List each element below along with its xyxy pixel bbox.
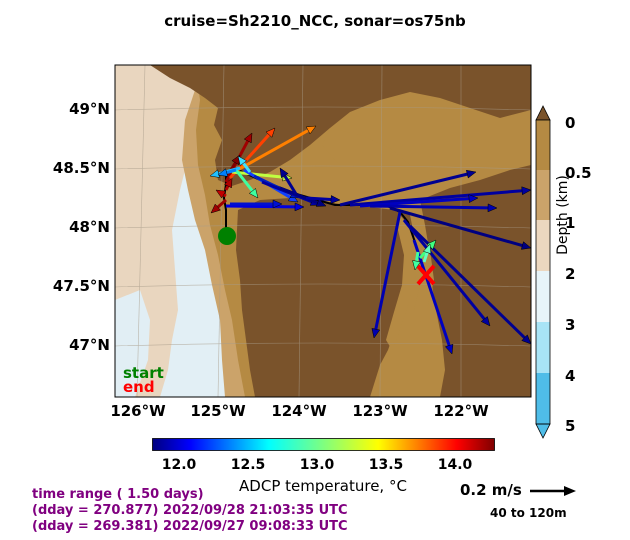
depth-bin — [536, 322, 550, 373]
depth-tick: 5 — [565, 417, 576, 435]
velocity-vector — [349, 189, 523, 207]
velocity-vector — [231, 170, 284, 179]
velocity-vector-head — [294, 202, 305, 212]
velocity-vector-head — [487, 203, 498, 213]
velocity-vector — [226, 168, 237, 175]
velocity-vector-head — [248, 188, 259, 199]
velocity-vector — [283, 174, 298, 195]
depth-tick: 0.5 — [565, 164, 592, 182]
temp-tick: 13.0 — [299, 457, 335, 473]
strait-of-georgia — [322, 128, 425, 203]
start-label: start — [123, 364, 164, 382]
end-time: (dday = 270.877) 2022/09/28 21:03:35 UTC — [32, 503, 348, 518]
velocity-vector-head — [520, 241, 531, 250]
velocity-vector — [402, 219, 486, 320]
depth-bin — [536, 120, 550, 170]
lon-label: 122°W — [433, 402, 489, 420]
velocity-vector-head — [412, 260, 421, 271]
temp-tick: 12.5 — [230, 457, 266, 473]
vancouver-island — [150, 65, 531, 186]
velocity-vector-head — [330, 195, 341, 204]
velocity-vector-head — [209, 169, 221, 178]
depth-bin — [536, 271, 550, 322]
depth-colorbar-frame — [535, 119, 551, 425]
velocity-vector-head — [217, 168, 229, 177]
depth-tick: 1 — [565, 214, 576, 232]
depth-tick: 0 — [565, 114, 576, 132]
lat-label: 49°N — [69, 100, 110, 118]
velocity-vector — [305, 196, 332, 201]
scale-arrow — [530, 486, 576, 496]
scale-label: 0.2 m/s — [460, 481, 522, 499]
lat-label: 47°N — [69, 336, 110, 354]
temp-tick: 14.0 — [437, 457, 473, 473]
velocity-vector — [242, 162, 252, 173]
velocity-vector — [216, 198, 227, 209]
velocity-vector-head — [371, 328, 381, 339]
velocity-vector-head — [521, 334, 531, 345]
velocity-vector-head — [305, 125, 317, 135]
velocity-vector — [234, 169, 254, 192]
lat-label: 47.5°N — [52, 277, 110, 295]
start-time: (dday = 269.381) 2022/09/27 09:08:33 UTC — [32, 519, 348, 534]
depth-colorbar-label: Depth (km) — [555, 175, 571, 255]
lat-label: 48°N — [69, 218, 110, 236]
depth-colorbar — [535, 105, 551, 439]
lat-label: 48.5°N — [52, 159, 110, 177]
velocity-vector-head — [521, 186, 531, 196]
velocity-vector — [339, 172, 468, 207]
velocity-vector-head — [315, 198, 327, 207]
ocean-deepest — [115, 290, 150, 397]
depth-colorbar-bottom — [535, 423, 551, 439]
velocity-vector — [279, 186, 319, 205]
lon-label: 125°W — [190, 402, 246, 420]
velocity-vector — [389, 206, 523, 247]
velocity-vector — [224, 185, 230, 191]
end-label: end — [123, 378, 155, 396]
map-frame — [114, 64, 532, 398]
velocity-vector-head — [468, 194, 479, 204]
velocity-vector — [374, 211, 402, 330]
olympic-peninsula — [236, 198, 415, 397]
velocity-vector-head — [237, 155, 248, 167]
velocity-vector-head — [444, 343, 454, 355]
velocity-vector-head — [480, 316, 491, 327]
velocity-vector — [225, 204, 296, 209]
end-marker — [416, 264, 436, 286]
velocity-vector — [414, 251, 420, 262]
temp-colorbar-label: ADCP temperature, °C — [239, 477, 407, 495]
depth-tick: 4 — [565, 367, 576, 385]
temp-tick: 12.0 — [161, 457, 197, 473]
plot-title: cruise=Sh2210_NCC, sonar=os75nb — [164, 12, 466, 30]
velocity-vector — [222, 193, 227, 198]
temp-colorbar — [152, 438, 495, 451]
depth-tick: 2 — [565, 265, 576, 283]
velocity-vector-head — [465, 169, 477, 179]
depth-bin — [536, 220, 550, 271]
velocity-vector — [369, 204, 489, 210]
depth-bin — [536, 170, 550, 220]
velocity-vector-head — [272, 199, 283, 209]
depth-bin — [536, 373, 550, 424]
lon-label: 123°W — [352, 402, 408, 420]
velocity-vectors — [209, 125, 531, 355]
puget-sound — [386, 215, 418, 350]
velocity-vector-head — [279, 167, 289, 179]
time-range: time range ( 1.50 days) — [32, 487, 204, 502]
velocity-vector-head — [215, 189, 227, 199]
lon-label: 124°W — [271, 402, 327, 420]
velocity-vector-head — [210, 203, 221, 214]
velocity-vector-head — [265, 127, 276, 138]
velocity-vector — [422, 252, 429, 263]
velocity-vector-head — [243, 132, 253, 144]
velocity-vector-head — [422, 243, 432, 255]
velocity-vector-head — [223, 177, 233, 189]
depth-tick: 3 — [565, 316, 576, 334]
scale-depth-range: 40 to 120m — [490, 506, 567, 520]
lon-label: 126°W — [110, 402, 166, 420]
temp-tick: 13.5 — [368, 457, 404, 473]
start-marker — [218, 227, 236, 245]
depth-colorbar-top — [535, 105, 551, 121]
